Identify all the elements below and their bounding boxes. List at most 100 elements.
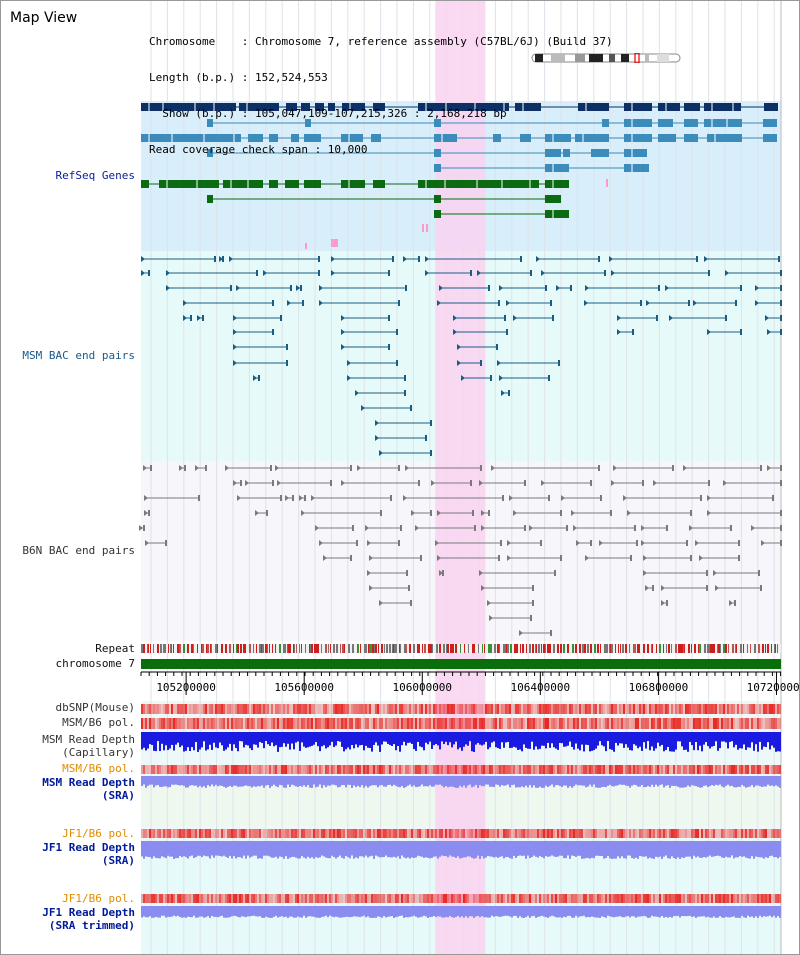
gene-exon-block: [342, 103, 365, 111]
jf1-b6-pol-trimmed-heat-cell: [151, 894, 153, 903]
msm-b6-pol-heat-cell: [613, 718, 615, 729]
repeat-element: [296, 644, 297, 653]
msm-depth-sra-bar: [331, 776, 333, 785]
msm-depth-sra-bar: [441, 776, 443, 786]
jf1-b6-pol-heat-cell: [725, 829, 727, 838]
msm-b6-pol-heat-cell: [607, 718, 609, 729]
jf1-b6-pol-heat-cell: [291, 829, 293, 838]
jf1-b6-pol-heat-cell: [363, 829, 365, 838]
msm-b6-pol-sra-heat-cell: [399, 765, 401, 774]
jf1-b6-pol-heat-cell: [561, 829, 563, 838]
msm-depth-sra-bar: [711, 776, 713, 785]
dbsnp-heat-cell: [485, 704, 487, 714]
msm-depth-capillary-bar: [313, 732, 315, 745]
msm-b6-pol-heat-cell: [633, 718, 635, 729]
dbsnp-heat-cell: [167, 704, 169, 714]
msm-depth-sra-bar: [693, 776, 695, 786]
b6n-bac-pair-end-marker: [738, 555, 740, 561]
msm-depth-sra-bar: [725, 776, 727, 786]
jf1-b6-pol-heat-cell: [603, 829, 605, 838]
gene-exon-block: [764, 103, 778, 111]
msm-b6-pol-heat-cell: [429, 718, 431, 729]
jf1-depth-sra-bar: [175, 841, 177, 859]
msm-depth-capillary-bar: [737, 732, 739, 750]
msm-b6-pol-sra-heat-cell: [201, 765, 203, 774]
msm-depth-sra-bar: [473, 776, 475, 787]
msm-b6-pol-heat-cell: [569, 718, 571, 729]
gene-exon-block: [301, 103, 310, 111]
jf1-depth-trimmed-bar: [505, 906, 507, 916]
jf1-b6-pol-heat-cell: [695, 829, 697, 838]
jf1-depth-sra-bar: [541, 841, 543, 858]
msm-b6-pol-sra-heat-cell: [707, 765, 709, 774]
msm-depth-capillary-bar: [683, 732, 685, 750]
jf1-b6-pol-trimmed-heat-cell: [595, 894, 597, 903]
msm-depth-capillary-bar: [601, 732, 603, 746]
msm-b6-pol-heat-cell: [367, 718, 369, 729]
msm-bac-end-pairs-track-label[interactable]: MSM BAC end pairs: [22, 349, 135, 362]
dbsnp-heat-cell: [311, 704, 313, 714]
msm-b6-pol-sra-heat-cell: [659, 765, 661, 774]
msm-depth-capillary-bar: [447, 732, 449, 746]
jf1-depth-sra-bar: [745, 841, 747, 858]
dbsnp-heat-cell: [373, 704, 375, 714]
jf1-b6-pol-trimmed-heat-cell: [359, 894, 361, 903]
jf1-b6-pol-heat-cell: [175, 829, 177, 838]
jf1-depth-sra-bar: [473, 841, 475, 859]
jf1-depth-trimmed-bar: [531, 906, 533, 917]
msm-depth-sra-bar: [591, 776, 593, 787]
jf1-b6-pol-heat-cell: [465, 829, 467, 838]
jf1-depth-sra-bar: [321, 841, 323, 856]
jf1-depth-sra-bar: [439, 841, 441, 857]
gene-exon-block: [704, 103, 741, 111]
jf1-b6-pol-trimmed-heat-cell: [227, 894, 229, 903]
jf1-b6-pol-heat-cell: [299, 829, 301, 838]
jf1-depth-trimmed-bar: [285, 906, 287, 917]
msm-depth-capillary-bar: [359, 732, 361, 746]
msm-depth-capillary-bar: [245, 732, 247, 745]
jf1-b6-pol-trimmed-heat-cell: [617, 894, 619, 903]
dbsnp-heat-cell: [225, 704, 227, 714]
jf1-b6-pol-trimmed-heat-cell: [435, 894, 437, 903]
b6n-bac-pair-end-marker: [350, 555, 352, 561]
dbsnp-heat-cell: [571, 704, 573, 714]
msm-depth-sra-bar: [207, 776, 209, 786]
msm-depth-sra-bar: [277, 776, 279, 788]
msm-depth-capillary-bar: [221, 732, 223, 746]
jf1-depth-trimmed-bar: [225, 906, 227, 918]
jf1-depth-sra-bar: [339, 841, 341, 856]
msm-depth-sra-bar: [389, 776, 391, 785]
jf1-depth-trimmed-bar: [653, 906, 655, 917]
jf1-b6-pol-heat-cell: [289, 829, 291, 838]
msm-b6-pol-heat-cell: [329, 718, 331, 729]
chromosome-ideogram[interactable]: [531, 53, 683, 63]
msm-depth-capillary-bar: [669, 732, 671, 752]
jf1-depth-trimmed-bar: [713, 906, 715, 917]
jf1-b6-pol-trimmed-heat-cell: [575, 894, 577, 903]
jf1-depth-sra-bar: [421, 841, 423, 857]
gene-exon-block: [373, 180, 385, 188]
repeat-element: [163, 644, 165, 653]
msm-b6-pol-sra-heat-cell: [391, 765, 393, 774]
jf1-b6-pol-trimmed-heat-cell: [659, 894, 661, 903]
msm-b6-pol-heat-cell: [281, 718, 283, 729]
gene-exon-block: [545, 149, 561, 157]
b6n-bac-pair-end-marker: [730, 525, 732, 531]
jf1-depth-trimmed-bar: [295, 906, 297, 918]
jf1-b6-pol-trimmed-heat-cell: [601, 894, 603, 903]
jf1-b6-pol-trimmed-heat-cell: [315, 894, 317, 903]
dbsnp-heat-cell: [181, 704, 183, 714]
msm-b6-pol-sra-heat-cell: [243, 765, 245, 774]
dbsnp-heat-cell: [741, 704, 743, 714]
msm-b6-pol-sra-heat-cell: [555, 765, 557, 774]
gene-exon-block: [434, 210, 441, 218]
refseq-genes-track-label[interactable]: RefSeq Genes: [55, 169, 135, 182]
jf1-depth-sra-bar: [693, 841, 695, 856]
b6n-bac-end-pairs-track-label[interactable]: B6N BAC end pairs: [22, 544, 135, 557]
msm-depth-sra-bar: [779, 776, 781, 788]
jf1-depth-sra-bar: [465, 841, 467, 858]
msm-depth-capillary-bar: [209, 732, 211, 745]
jf1-depth-trimmed-bar: [559, 906, 561, 918]
jf1-depth-trimmed-bar: [465, 906, 467, 917]
